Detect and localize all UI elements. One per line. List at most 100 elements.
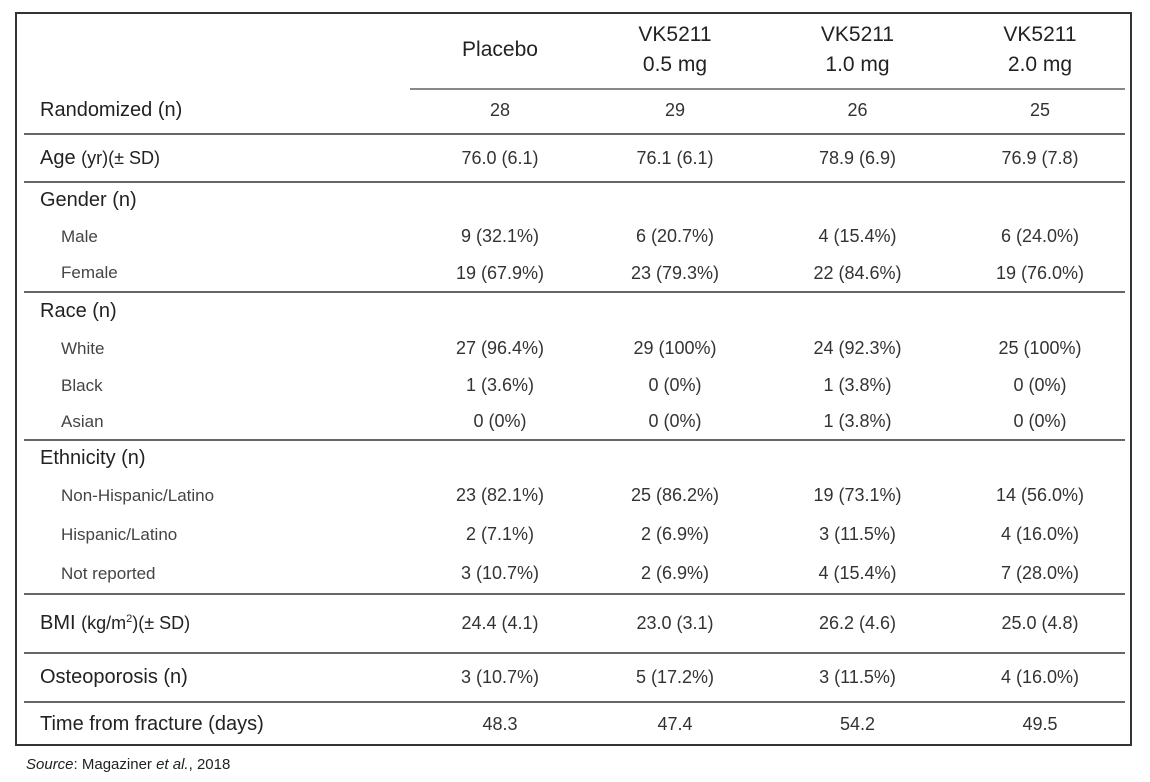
table-cell: 19 (76.0%)	[995, 262, 1085, 283]
table-cell: 4 (15.4%)	[818, 226, 897, 246]
table-cell: 76.9 (7.8)	[1001, 147, 1079, 168]
row-label-text: Ethnicity (n)	[40, 447, 146, 469]
table-cell: 23 (79.3%)	[630, 262, 720, 283]
row-label-text: Gender (n)	[40, 189, 137, 211]
table-row-race: Race (n)	[24, 293, 1125, 330]
row-label: Asian	[24, 412, 410, 432]
col-header-0-5mg: VK5211 0.5 mg	[590, 20, 760, 80]
row-label-text: Age	[40, 146, 76, 169]
table-cell: 6 (20.7%)	[635, 226, 715, 246]
col-header-line: VK5211	[638, 23, 712, 46]
col-header-line: Placebo	[462, 38, 538, 61]
row-label: Not reported	[24, 564, 410, 584]
row-label-text: BMI	[40, 612, 76, 634]
col-header-line: 0.5 mg	[642, 53, 708, 76]
table-cell: 1 (3.8%)	[823, 411, 892, 431]
row-label-text: Male	[61, 226, 98, 246]
row-label: White	[24, 339, 410, 359]
row-label-text: Black	[61, 375, 103, 395]
row-unit: (kg/m2)(± SD)	[81, 613, 190, 633]
col-header-line: VK5211	[820, 23, 895, 46]
row-label: Time from fracture (days)	[24, 713, 410, 736]
row-label: BMI (kg/m2)(± SD)	[24, 612, 410, 635]
table-cell: 9 (32.1%)	[460, 226, 540, 246]
unit-pre: (kg/m	[81, 613, 127, 633]
table-cell: 2 (6.9%)	[640, 563, 710, 583]
row-label-text: Non-Hispanic/Latino	[61, 485, 215, 505]
row-label-text: Asian	[61, 411, 104, 431]
row-label-text: Time from fracture (days)	[40, 713, 264, 735]
table-cell: 24 (92.3%)	[813, 338, 902, 358]
table-cell: 2 (7.1%)	[465, 524, 535, 544]
col-header-1-0mg: VK5211 1.0 mg	[760, 20, 955, 80]
source-etal: et al.	[156, 756, 189, 773]
table-cell: 0 (0%)	[1013, 375, 1067, 395]
row-label: Race (n)	[24, 300, 410, 323]
row-label-text: Not reported	[61, 563, 156, 583]
table-row-non-hispanic: Non-Hispanic/Latino 23 (82.1%) 25 (86.2%) 1…	[24, 476, 1125, 515]
row-label: Non-Hispanic/Latino	[24, 486, 410, 506]
table-cell: 3 (10.7%)	[460, 563, 540, 583]
table-cell: 23.0 (3.1)	[636, 613, 714, 633]
table-row-age: Age (yr)(± SD) 76.0 (6.1) 76.1 (6.1) 78.9 (…	[24, 135, 1125, 183]
col-header-placebo: Placebo	[410, 35, 590, 65]
table-cell: 26	[847, 100, 868, 120]
row-label-text: Female	[61, 263, 118, 282]
table-cell: 3 (11.5%)	[819, 524, 896, 544]
table-header: Placebo VK5211 0.5 mg VK5211 1.0 mg VK5211…	[410, 12, 1125, 90]
table-cell: 0 (0%)	[1013, 411, 1067, 431]
row-label: Gender (n)	[24, 189, 410, 212]
table-cell: 48.3	[482, 714, 518, 734]
table-border	[15, 12, 1132, 746]
table-cell: 7 (28.0%)	[1000, 563, 1080, 583]
table-row-bmi: BMI (kg/m2)(± SD) 24.4 (4.1) 23.0 (3.1) 26.…	[24, 595, 1125, 654]
table-row-white: White 27 (96.4%) 29 (100%) 24 (92.3%) 25 (10…	[24, 330, 1125, 367]
table-cell: 47.4	[657, 714, 693, 734]
table-cell: 14 (56.0%)	[995, 485, 1085, 505]
col-header-line: 1.0 mg	[825, 53, 890, 76]
col-header-line: 2.0 mg	[1007, 53, 1073, 76]
table-row-hispanic: Hispanic/Latino 2 (7.1%) 2 (6.9%) 3 (11.5%)…	[24, 515, 1125, 554]
row-label-text: Osteoporosis (n)	[40, 666, 188, 688]
row-label: Female	[24, 263, 410, 283]
row-label: Osteoporosis (n)	[24, 666, 410, 689]
table-cell: 3 (11.5%)	[819, 667, 896, 687]
table-cell: 76.0 (6.1)	[461, 147, 539, 168]
table-row-male: Male 9 (32.1%) 6 (20.7%) 4 (15.4%) 6 (24.0%)	[24, 218, 1125, 255]
table-cell: 6 (24.0%)	[1000, 226, 1080, 246]
row-label: Age (yr)(± SD)	[24, 147, 410, 170]
col-header-line: VK5211	[1003, 23, 1077, 46]
row-label: Hispanic/Latino	[24, 525, 410, 545]
table-cell: 4 (16.0%)	[1000, 524, 1080, 544]
table-cell: 76.1 (6.1)	[636, 147, 714, 168]
table-cell: 5 (17.2%)	[635, 667, 715, 687]
table-cell: 25.0 (4.8)	[1001, 613, 1079, 633]
table-cell: 28	[489, 100, 511, 120]
table-cell: 49.5	[1022, 714, 1058, 734]
source-note: Source: Magaziner et al., 2018	[26, 756, 230, 773]
row-label: Randomized (n)	[24, 99, 410, 122]
table-cell: 22 (84.6%)	[813, 262, 902, 283]
table-row-asian: Asian 0 (0%) 0 (0%) 1 (3.8%) 0 (0%)	[24, 404, 1125, 441]
table-cell: 25 (100%)	[998, 338, 1082, 358]
table-cell: 78.9 (6.9)	[818, 147, 897, 168]
table-cell: 4 (16.0%)	[1000, 667, 1080, 687]
table-row-time-from-fracture: Time from fracture (days) 48.3 47.4 54.2 49.…	[24, 703, 1125, 746]
table-cell: 23 (82.1%)	[455, 485, 545, 505]
table-row-female: Female 19 (67.9%) 23 (79.3%) 22 (84.6%) 19 (…	[24, 255, 1125, 293]
table-cell: 1 (3.8%)	[823, 375, 892, 395]
row-label-text: White	[61, 338, 105, 358]
table-cell: 29	[664, 100, 686, 120]
table-cell: 0 (0%)	[648, 411, 702, 431]
row-label-text: Randomized (n)	[40, 99, 183, 121]
table-cell: 3 (10.7%)	[460, 667, 540, 687]
table-cell: 0 (0%)	[473, 411, 527, 431]
table-cell: 0 (0%)	[648, 375, 702, 395]
table-cell: 26.2 (4.6)	[818, 613, 897, 633]
table-row-osteoporosis: Osteoporosis (n) 3 (10.7%) 5 (17.2%) 3 (11.…	[24, 654, 1125, 703]
table-cell: 29 (100%)	[633, 338, 717, 358]
source-text: : Magaziner	[73, 756, 157, 773]
table-cell: 19 (67.9%)	[455, 262, 545, 283]
row-unit: (yr)(± SD)	[81, 147, 161, 168]
unit-post: )(± SD)	[132, 613, 191, 633]
